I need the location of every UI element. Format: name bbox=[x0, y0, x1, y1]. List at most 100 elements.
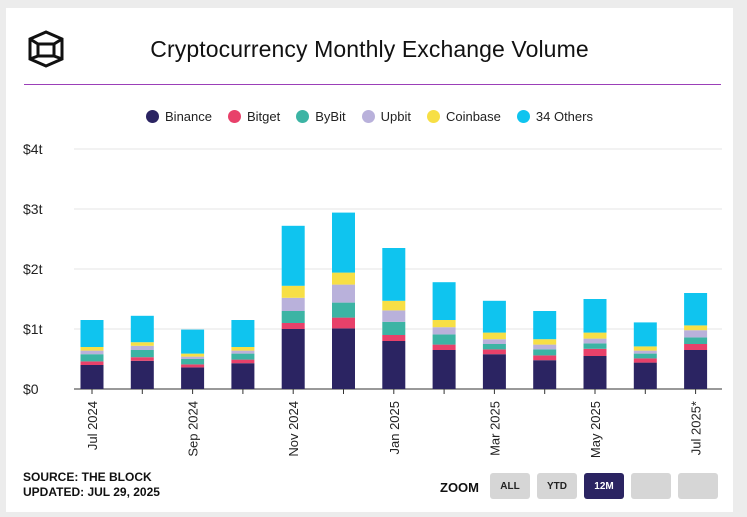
bar-segment-bybit bbox=[482, 344, 506, 350]
bar-segment-bybit bbox=[231, 353, 255, 360]
bar-segment-upbit bbox=[231, 350, 255, 354]
legend-dot bbox=[228, 110, 241, 123]
legend-item-binance[interactable]: Binance bbox=[146, 109, 212, 124]
zoom-option-4-button[interactable] bbox=[631, 473, 671, 499]
bar-segment-bitget bbox=[281, 323, 305, 329]
bar-segment-bitget bbox=[80, 361, 104, 365]
bar-segment-34-others bbox=[231, 320, 255, 347]
legend-dot bbox=[361, 110, 375, 123]
stacked-bar-chart: $0 $1t $2t $3t $4t Jul 2024 Sep 2024 Nov 2024 Ja… bbox=[23, 141, 722, 458]
legend-item-bybit[interactable]: ByBit bbox=[296, 109, 346, 124]
bar-segment-bybit bbox=[130, 350, 154, 358]
legend-item-34-others[interactable]: 34 Others bbox=[516, 109, 593, 124]
legend-label: 34 Others bbox=[535, 109, 593, 124]
legend-dot bbox=[296, 110, 310, 123]
updated-text: UPDATED: JUL 29, 2025 bbox=[23, 485, 160, 499]
bar-segment-upbit bbox=[80, 350, 104, 355]
bar-segment-coinbase bbox=[130, 342, 154, 346]
zoom-ytd-button[interactable]: YTD bbox=[537, 473, 577, 499]
bar-segment-upbit bbox=[482, 339, 506, 344]
y-tick-label: $2t bbox=[23, 261, 43, 277]
legend-item-coinbase[interactable]: Coinbase bbox=[426, 109, 501, 124]
x-tick-label: Nov 2024 bbox=[286, 401, 301, 457]
bar-segment-coinbase bbox=[533, 339, 557, 345]
bar-segment-coinbase bbox=[432, 320, 456, 328]
bar-segment-binance bbox=[231, 363, 255, 389]
bar-segment-bybit bbox=[332, 302, 355, 318]
bar-segment-coinbase bbox=[583, 332, 607, 339]
x-tick-label: Jul 2025* bbox=[689, 401, 704, 455]
the-block-logo-icon bbox=[28, 30, 64, 68]
bar-segment-upbit bbox=[684, 330, 708, 338]
x-tick-label: Mar 2025 bbox=[487, 401, 502, 456]
bar-segment-34-others bbox=[80, 320, 104, 347]
bar-segment-binance bbox=[432, 350, 456, 389]
bar-segment-binance bbox=[332, 328, 355, 389]
title-divider bbox=[24, 84, 721, 85]
bar-segment-bybit bbox=[181, 359, 205, 365]
bar-segment-upbit bbox=[281, 297, 305, 311]
bar-segment-bybit bbox=[583, 343, 607, 349]
bar-segment-binance bbox=[281, 329, 305, 389]
legend-label: Binance bbox=[165, 109, 212, 124]
bar-segment-bybit bbox=[80, 354, 104, 362]
bar-segment-upbit bbox=[533, 344, 557, 350]
bar-segment-bybit bbox=[684, 337, 708, 344]
chart-legend: Binance Bitget ByBit Upbit Coinbase 34 Others bbox=[6, 109, 733, 124]
zoom-label: ZOOM bbox=[440, 480, 479, 495]
bar-segment-upbit bbox=[633, 350, 657, 354]
bar-segment-34-others bbox=[684, 293, 708, 326]
bar-segment-coinbase bbox=[80, 347, 104, 351]
bar-segment-binance bbox=[633, 362, 657, 389]
y-tick-label: $0 bbox=[23, 381, 39, 397]
bar-segment-coinbase bbox=[231, 347, 255, 351]
bar-segment-bitget bbox=[332, 317, 355, 329]
zoom-all-button[interactable]: ALL bbox=[490, 473, 530, 499]
legend-dot bbox=[516, 110, 530, 123]
bar-segment-bitget bbox=[482, 349, 506, 355]
bar-segment-coinbase bbox=[181, 353, 205, 357]
zoom-12m-button[interactable]: 12M bbox=[584, 473, 624, 499]
zoom-option-5-button[interactable] bbox=[678, 473, 718, 499]
bar-segment-34-others bbox=[633, 322, 657, 347]
bar-segment-coinbase bbox=[281, 285, 305, 298]
bar-segment-bitget bbox=[231, 359, 255, 364]
bar-segment-binance bbox=[382, 341, 406, 389]
chart-title: Cryptocurrency Monthly Exchange Volume bbox=[150, 36, 589, 62]
bar-segment-binance bbox=[583, 356, 607, 389]
bar-segment-bybit bbox=[281, 311, 305, 323]
bar-segment-bitget bbox=[633, 358, 657, 363]
bar-segment-upbit bbox=[130, 345, 154, 350]
x-tick-label: Jul 2024 bbox=[85, 401, 100, 450]
bar-segment-binance bbox=[684, 350, 708, 389]
bar-segment-bitget bbox=[533, 355, 557, 361]
bar-segment-34-others bbox=[482, 300, 506, 333]
bar-segment-binance bbox=[482, 354, 506, 389]
x-tick-label: Sep 2024 bbox=[186, 401, 201, 457]
bar-segment-upbit bbox=[332, 284, 355, 303]
bar-segment-34-others bbox=[533, 311, 557, 340]
bar-segment-34-others bbox=[130, 315, 154, 343]
bar-segment-bitget bbox=[432, 344, 456, 350]
bar-segment-coinbase bbox=[482, 332, 506, 340]
bar-segment-bitget bbox=[382, 335, 406, 341]
legend-item-bitget[interactable]: Bitget bbox=[228, 109, 280, 124]
legend-dot bbox=[146, 110, 160, 123]
bar-segment-bitget bbox=[181, 364, 205, 368]
bar-segment-coinbase bbox=[633, 346, 657, 351]
bar-segment-bitget bbox=[684, 344, 708, 350]
legend-label: ByBit bbox=[315, 109, 346, 124]
legend-item-upbit[interactable]: Upbit bbox=[361, 109, 411, 124]
bar-segment-binance bbox=[80, 365, 104, 389]
source-note: SOURCE: THE BLOCK UPDATED: JUL 29, 2025 bbox=[23, 470, 160, 500]
bar-segment-upbit bbox=[382, 310, 406, 322]
y-tick-label: $4t bbox=[23, 141, 43, 157]
bar-segment-upbit bbox=[432, 327, 456, 335]
bar-segment-coinbase bbox=[382, 300, 406, 311]
bar-segment-34-others bbox=[432, 282, 456, 320]
legend-dot bbox=[426, 110, 440, 123]
bar-segment-coinbase bbox=[684, 325, 708, 331]
bar-segment-upbit bbox=[583, 338, 607, 344]
y-tick-label: $3t bbox=[23, 201, 43, 217]
legend-label: Upbit bbox=[380, 109, 411, 124]
